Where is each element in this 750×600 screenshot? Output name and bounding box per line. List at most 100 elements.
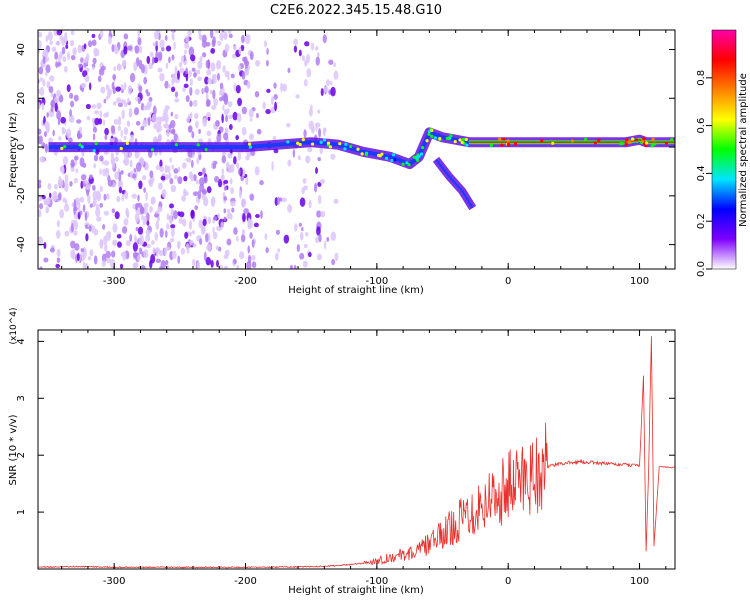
noise-blob (141, 215, 144, 221)
noise-blob (99, 202, 103, 208)
noise-blob (248, 109, 254, 118)
noise-blob (189, 100, 193, 107)
noise-blob (109, 138, 115, 143)
noise-blob (116, 97, 122, 104)
noise-blob (153, 57, 159, 64)
noise-blob (124, 190, 129, 200)
noise-blob (82, 204, 86, 213)
noise-blob (91, 39, 97, 46)
noise-blob (215, 59, 222, 70)
noise-blob (316, 253, 323, 261)
noise-blob (222, 65, 226, 73)
noise-blob (212, 231, 218, 240)
noise-blob (301, 226, 304, 232)
noise-blob (319, 178, 326, 184)
colorbar-gradient (711, 29, 737, 270)
noise-blob (130, 134, 134, 142)
noise-blob (236, 162, 240, 170)
noise-blob (79, 210, 83, 216)
track-speckle (248, 145, 252, 149)
noise-blob (132, 252, 139, 259)
spectrogram-xtick-label: -300 (103, 276, 126, 287)
noise-blob (62, 197, 67, 203)
noise-blob (155, 40, 158, 47)
noise-blob (223, 196, 227, 202)
noise-blob (198, 171, 203, 176)
snr-xtick-label: -100 (366, 576, 389, 587)
noise-blob (46, 80, 51, 89)
noise-blob (216, 133, 222, 143)
noise-blob (219, 97, 223, 102)
noise-blob (146, 55, 151, 65)
noise-blob (205, 256, 211, 266)
noise-blob (142, 174, 147, 181)
noise-blob (128, 111, 132, 118)
noise-blob (314, 122, 321, 128)
noise-blob (78, 63, 83, 69)
track-speckle (651, 137, 655, 141)
noise-blob (52, 129, 55, 137)
noise-blob (194, 112, 199, 120)
noise-blob (47, 183, 52, 190)
track-speckle (247, 142, 252, 146)
noise-blob (228, 33, 233, 39)
noise-blob (111, 125, 116, 134)
noise-blob (49, 40, 54, 45)
noise-blob (145, 191, 148, 201)
noise-blob (313, 182, 318, 193)
noise-blob (194, 88, 200, 96)
track-speckle (540, 139, 544, 143)
noise-blob (96, 216, 102, 222)
noise-blob (165, 260, 169, 266)
noise-blob (155, 44, 158, 52)
noise-blob (242, 168, 246, 177)
noise-blob (273, 82, 277, 89)
noise-blob (247, 245, 250, 254)
noise-blob (317, 109, 321, 114)
track-speckle (461, 137, 465, 141)
noise-blob (101, 260, 106, 268)
track-speckle (412, 155, 416, 159)
noise-blob (322, 127, 327, 132)
noise-blob (99, 168, 102, 175)
noise-blob (164, 164, 168, 174)
noise-blob (206, 130, 212, 137)
noise-blob (158, 51, 163, 61)
colorbar-tick-label: 0.2 (696, 213, 707, 229)
noise-blob (38, 31, 43, 38)
noise-blob (220, 221, 225, 229)
colorbar-label: Normalized spectral amplitude (738, 73, 749, 227)
noise-blob (280, 82, 283, 93)
noise-blob (277, 248, 281, 253)
noise-blob (179, 67, 185, 74)
noise-blob (199, 183, 205, 193)
noise-blob (38, 179, 42, 185)
noise-blob (240, 44, 245, 52)
noise-blob (207, 116, 211, 121)
track-speckle (430, 128, 434, 133)
noise-blob (67, 51, 70, 61)
noise-blob (153, 30, 160, 40)
noise-blob (334, 252, 339, 262)
noise-blob (111, 208, 116, 214)
track-speckle (498, 137, 502, 141)
noise-blob (55, 61, 58, 68)
noise-blob (195, 179, 199, 185)
noise-blob (216, 259, 219, 268)
noise-blob (323, 86, 329, 93)
noise-blob (274, 252, 279, 261)
noise-blob (305, 232, 309, 237)
track-speckle (417, 154, 421, 158)
noise-blob (121, 109, 125, 120)
noise-blob (117, 63, 121, 72)
noise-blob (278, 197, 283, 202)
track-speckle (551, 141, 555, 145)
noise-blob (62, 56, 67, 63)
noise-blob (123, 135, 127, 140)
noise-blob (110, 155, 115, 164)
spectrogram-ytick-label: 20 (16, 92, 27, 105)
noise-blob (58, 54, 61, 65)
track-speckle (349, 144, 353, 149)
noise-blob (249, 232, 253, 239)
noise-blob (45, 71, 48, 76)
